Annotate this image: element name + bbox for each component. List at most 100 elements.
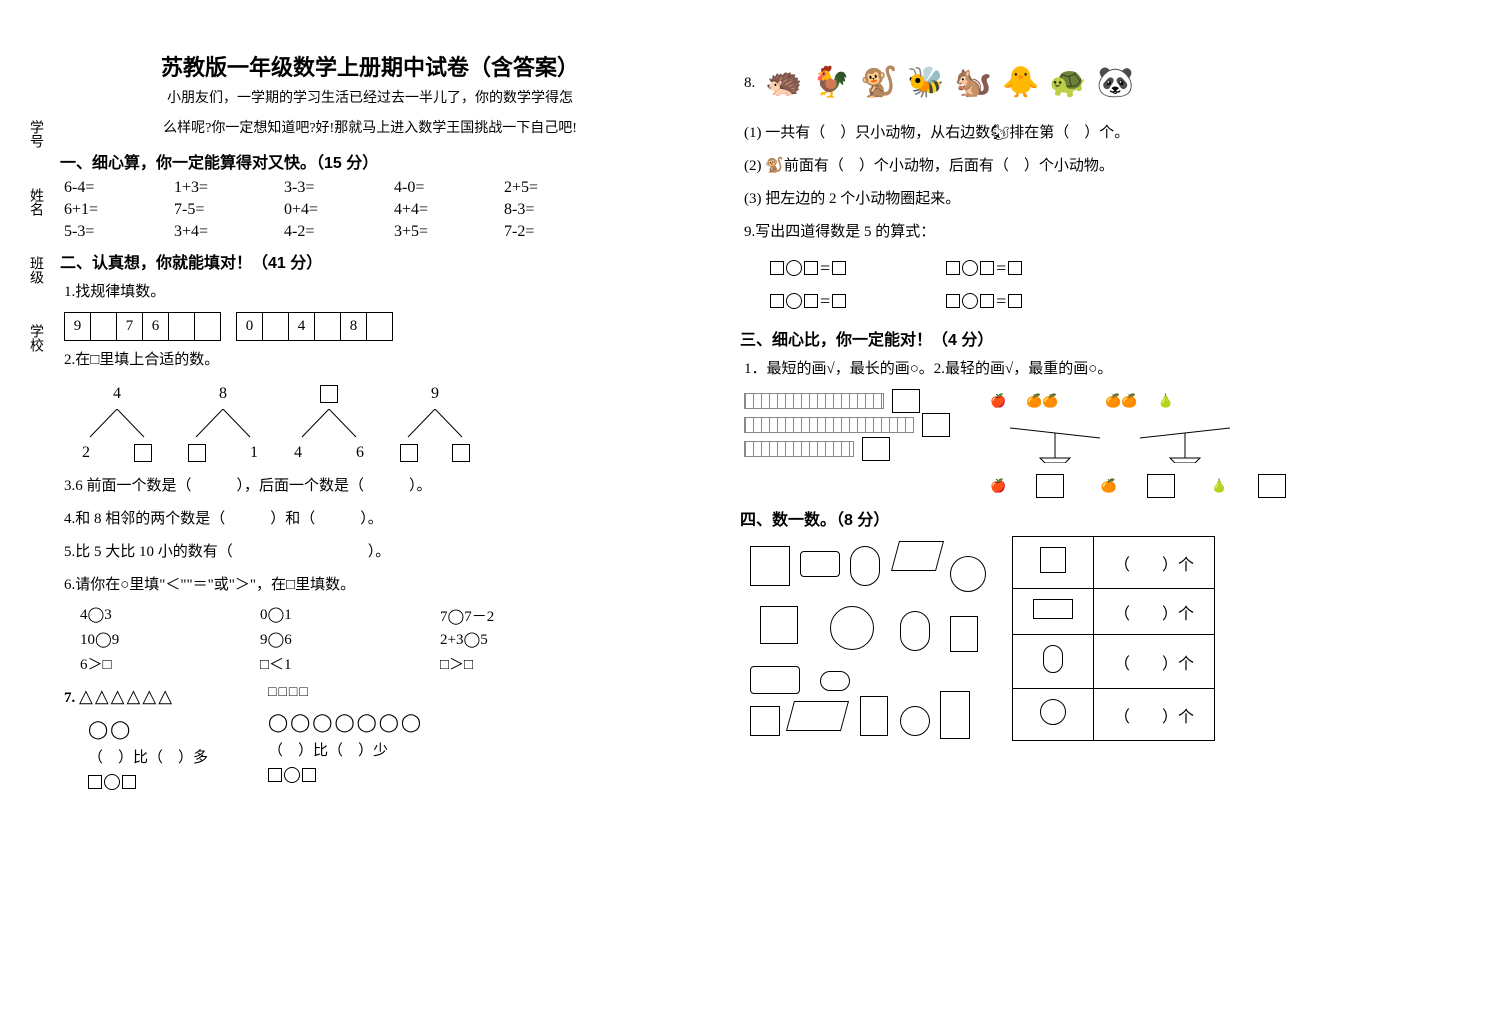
arith-cell: 7-2= bbox=[504, 223, 584, 241]
q7-right-text: （ ）比（ ）少 bbox=[268, 738, 423, 765]
q7-left-circles: ◯◯ bbox=[88, 713, 208, 745]
animal-icon: 🐒 bbox=[860, 56, 897, 110]
intro-line2: 么样呢?你一定想知道吧?好!那就马上进入数学王国挑战一下自己吧! bbox=[60, 118, 680, 140]
q1-boxes: 976 048 bbox=[64, 312, 680, 341]
q4: 4.和 8 相邻的两个数是（ ）和（ ）。 bbox=[64, 506, 680, 533]
class-label: 班级 bbox=[25, 256, 45, 284]
number-split-tree: 8 1 bbox=[188, 380, 258, 468]
count-sphere: （ ）个 bbox=[1094, 689, 1215, 741]
number-split-tree: 9 bbox=[400, 380, 470, 468]
q9-label: 9.写出四道得数是 5 的算式： bbox=[744, 219, 1360, 246]
shape-pile bbox=[740, 536, 1000, 746]
animal-icon: 🦔 bbox=[765, 56, 802, 110]
number-split-tree: 4 2 bbox=[82, 380, 152, 468]
arith-cell: 7-5= bbox=[174, 201, 254, 219]
animal-icon: 🐢 bbox=[1049, 56, 1086, 110]
count-shapes: （ ）个 （ ）个 （ ）个 （ ）个 bbox=[740, 536, 1360, 746]
q1-label: 1.找规律填数。 bbox=[64, 279, 680, 306]
compare-expr: □＞□ bbox=[440, 653, 560, 674]
q9-expr: = bbox=[946, 285, 1022, 317]
count-cuboid: （ ）个 bbox=[1094, 589, 1215, 635]
balance-icon bbox=[990, 413, 1250, 463]
arith-cell: 4+4= bbox=[394, 201, 474, 219]
q8-l1: (1) 一共有（ ）只小动物，从右边数🐿排在第（ ）个。 bbox=[744, 120, 1360, 147]
q8-animals: 8. 🦔 🐓 🐒 🐝 🐿️ 🐥 🐢 🐼 bbox=[744, 56, 1360, 110]
balances: 🍎🍊🍊 🍊🍊🍐 🍎 🍊 🍐 bbox=[990, 389, 1286, 498]
rulers bbox=[744, 389, 950, 461]
q1-boxrow-b: 048 bbox=[236, 312, 393, 341]
compare-expr: 9◯6 bbox=[260, 630, 380, 649]
q9-expr: = bbox=[946, 252, 1022, 284]
q6-rows: 4◯3 0◯1 7◯7－2 10◯9 9◯6 2+3◯5 6＞□ □＜1 □＞□ bbox=[80, 605, 680, 674]
compare-expr: 7◯7－2 bbox=[440, 605, 560, 626]
page-title: 苏教版一年级数学上册期中试卷（含答案） bbox=[60, 50, 680, 82]
q7: 7. △△△△△△ ◯◯ （ ）比（ ）多 □□□□ ◯◯◯◯◯◯◯ （ ）比（… bbox=[64, 680, 680, 799]
q7-right-expr bbox=[268, 767, 316, 783]
arith-cell: 4-2= bbox=[284, 223, 364, 241]
arith-cell: 3+5= bbox=[394, 223, 474, 241]
right-column: 8. 🦔 🐓 🐒 🐝 🐿️ 🐥 🐢 🐼 (1) 一共有（ ）只小动物，从右边数🐿… bbox=[740, 50, 1360, 805]
school-label: 学校 bbox=[25, 324, 45, 352]
q8-l3: (3) 把左边的 2 个小动物圈起来。 bbox=[744, 186, 1360, 213]
name-label: 姓名 bbox=[25, 188, 45, 216]
pattern-cell: 4 bbox=[289, 312, 315, 340]
q5: 5.比 5 大比 10 小的数有（ ）。 bbox=[64, 539, 680, 566]
pattern-cell bbox=[169, 312, 195, 340]
pattern-cell: 9 bbox=[65, 312, 91, 340]
arith-cell: 5-3= bbox=[64, 223, 144, 241]
q8-num: 8. bbox=[744, 70, 755, 97]
q9-exprs: = = = = bbox=[770, 252, 1360, 318]
section2-title: 二、认真想，你就能填对！（41 分） bbox=[60, 249, 680, 273]
animal-icon: 🐿️ bbox=[955, 56, 992, 110]
q2-trees: 4 2 8 1 46 9 bbox=[64, 380, 680, 468]
intro-line1: 小朋友们，一学期的学习生活已经过去一半儿了，你的数学学得怎 bbox=[60, 88, 680, 110]
animal-icon: 🐓 bbox=[813, 56, 850, 110]
arith-cell: 0+4= bbox=[284, 201, 364, 219]
count-cylinder: （ ）个 bbox=[1094, 635, 1215, 689]
compare-expr: 10◯9 bbox=[80, 630, 200, 649]
q7-num: 7. bbox=[64, 690, 75, 706]
count-cube: （ ）个 bbox=[1094, 537, 1215, 589]
compare-expr: 0◯1 bbox=[260, 605, 380, 626]
pattern-cell: 0 bbox=[237, 312, 263, 340]
animal-icon: 🐥 bbox=[1002, 56, 1039, 110]
arith-cell: 3-3= bbox=[284, 179, 364, 197]
q1-boxrow-a: 976 bbox=[64, 312, 221, 341]
arith-cell: 4-0= bbox=[394, 179, 474, 197]
compare-expr: 4◯3 bbox=[80, 605, 200, 626]
q9-expr: = bbox=[770, 285, 846, 317]
number-split-tree: 46 bbox=[294, 380, 364, 468]
q7-right-squares: □□□□ bbox=[268, 680, 423, 705]
q7-left-text: （ ）比（ ）多 bbox=[88, 745, 208, 772]
q7-left-expr bbox=[88, 774, 136, 790]
q7-left-triangles: △△△△△△ bbox=[79, 686, 174, 706]
student-info-sidebar: 学号 姓名 班级 学校 bbox=[25, 120, 45, 352]
q7-right-circles: ◯◯◯◯◯◯◯ bbox=[268, 706, 423, 738]
animal-icon: 🐝 bbox=[907, 56, 944, 110]
pattern-cell bbox=[263, 312, 289, 340]
pattern-cell: 7 bbox=[117, 312, 143, 340]
animal-icon: 🐼 bbox=[1097, 56, 1134, 110]
pattern-cell bbox=[315, 312, 341, 340]
arith-cell: 6+1= bbox=[64, 201, 144, 219]
arith-cell: 3+4= bbox=[174, 223, 254, 241]
pattern-cell: 6 bbox=[143, 312, 169, 340]
q2-label: 2.在□里填上合适的数。 bbox=[64, 347, 680, 374]
left-column: 苏教版一年级数学上册期中试卷（含答案） 小朋友们，一学期的学习生活已经过去一半儿… bbox=[60, 50, 680, 805]
q9-expr: = bbox=[770, 252, 846, 284]
compare-expr: □＜1 bbox=[260, 653, 380, 674]
section1-title: 一、细心算，你一定能算得对又快。（15 分） bbox=[60, 149, 680, 173]
compare-expr: 6＞□ bbox=[80, 653, 200, 674]
arithmetic-block: 6-4=1+3=3-3=4-0=2+5=6+1=7-5=0+4=4+4=8-3=… bbox=[60, 179, 680, 241]
compare-expr: 2+3◯5 bbox=[440, 630, 560, 649]
section4-title: 四、数一数。（8 分） bbox=[740, 506, 1360, 530]
pattern-cell bbox=[367, 312, 393, 340]
count-table: （ ）个 （ ）个 （ ）个 （ ）个 bbox=[1012, 536, 1215, 741]
q8-l2: (2) 🐒前面有（ ）个小动物，后面有（ ）个小动物。 bbox=[744, 153, 1360, 180]
pattern-cell bbox=[195, 312, 221, 340]
sid-label: 学号 bbox=[25, 120, 45, 148]
arith-cell: 2+5= bbox=[504, 179, 584, 197]
pattern-cell bbox=[91, 312, 117, 340]
arith-cell: 6-4= bbox=[64, 179, 144, 197]
q6-label: 6.请你在○里填"＜""＝"或"＞"，在□里填数。 bbox=[64, 572, 680, 599]
